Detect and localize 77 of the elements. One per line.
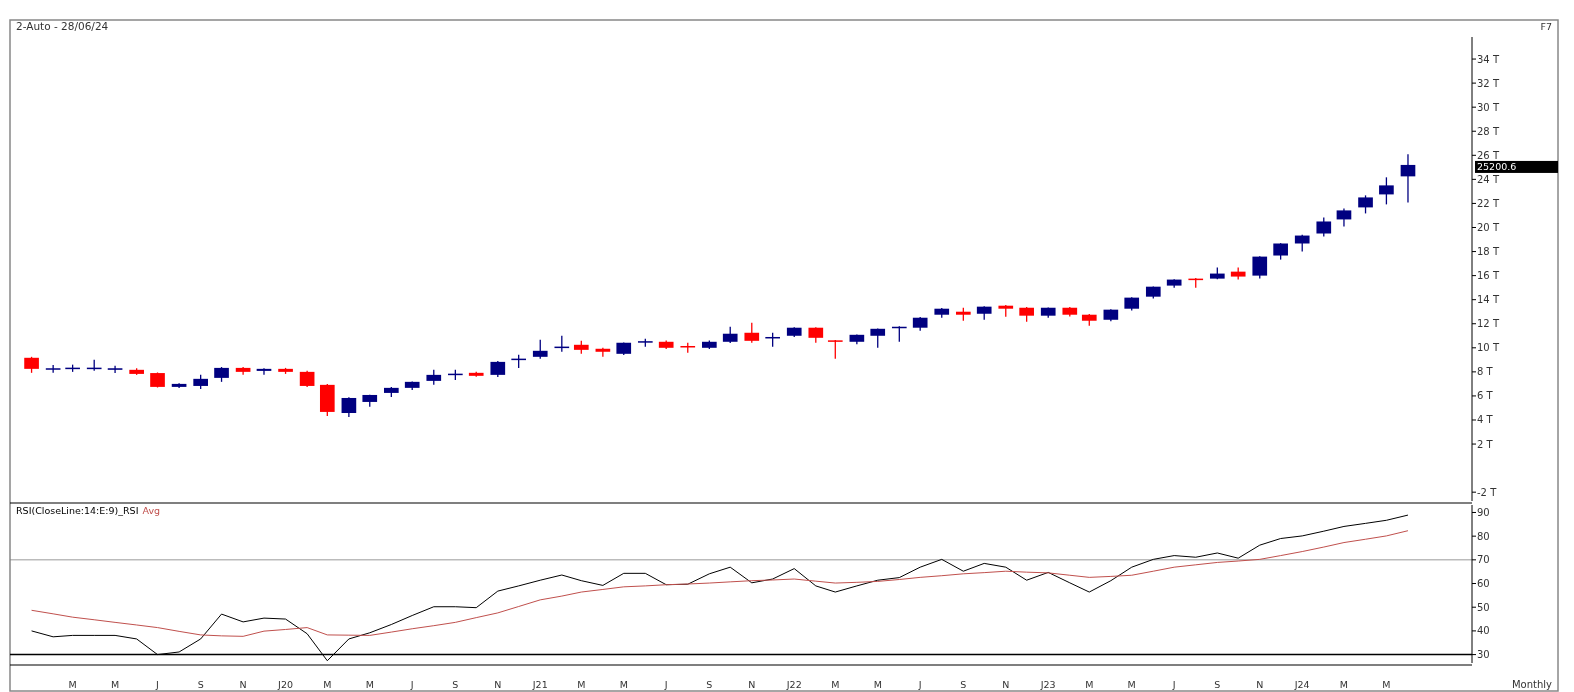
candlestick: [1336, 207, 1352, 228]
x-tick-label: J: [409, 679, 414, 690]
text: RSI(CloseLine:14:E:9)_RSI: [16, 505, 139, 516]
text: F7: [1540, 21, 1552, 32]
x-tick-label: M: [323, 679, 332, 690]
x-tick-label: N: [1256, 679, 1264, 690]
y-tick-label: 90: [1477, 506, 1490, 518]
y-tick-label: 80: [1477, 530, 1490, 542]
x-tick-label: N: [748, 679, 756, 690]
x-tick-label: J24: [1293, 679, 1310, 690]
y-tick-label: 16 T: [1477, 270, 1500, 282]
x-tick-label: S: [452, 679, 459, 690]
candlestick: [341, 396, 357, 418]
x-tick-label: N: [1002, 679, 1010, 690]
x-tick-label: J23: [1039, 679, 1056, 690]
x-tick-label: N: [239, 679, 247, 690]
x-tick-label: J: [917, 679, 922, 690]
y-tick-label: 4 T: [1477, 414, 1494, 426]
y-tick-label: 8 T: [1477, 366, 1494, 378]
y-tick-label: 6 T: [1477, 390, 1494, 402]
y-tick-label: -2 T: [1477, 486, 1498, 498]
x-tick-label: J: [155, 679, 159, 690]
candlestick: [1400, 153, 1416, 204]
candlestick: [256, 367, 272, 376]
x-tick-label: J: [663, 679, 668, 690]
y-tick-label: 10 T: [1477, 342, 1500, 354]
x-tick-label: S: [960, 679, 967, 690]
x-tick-label: M: [68, 679, 77, 690]
candlestick: [1379, 176, 1394, 206]
x-tick-label: M: [1085, 679, 1094, 690]
y-tick-label: 30: [1477, 649, 1490, 661]
y-tick-label: 32 T: [1477, 77, 1500, 89]
x-tick-label: N: [494, 679, 502, 690]
y-tick-label: 60: [1477, 578, 1490, 590]
text: 25200.6: [1477, 161, 1517, 173]
x-tick-label: M: [831, 679, 840, 690]
x-tick-label: J22: [785, 679, 802, 690]
x-tick-label: S: [1214, 679, 1221, 690]
y-tick-label: 14 T: [1477, 294, 1500, 306]
candlestick: [107, 365, 123, 374]
y-tick-label: 22 T: [1477, 197, 1500, 209]
x-tick-label: S: [197, 679, 204, 690]
x-tick-label: M: [577, 679, 586, 690]
line-series: [31, 530, 1409, 637]
y-tick-label: 2 T: [1477, 438, 1494, 450]
x-tick-label: M: [365, 679, 374, 690]
x-tick-label: J21: [531, 679, 548, 690]
y-tick-label: 20 T: [1477, 221, 1500, 233]
x-tick-label: M: [110, 679, 120, 690]
y-tick-label: 28 T: [1477, 125, 1500, 137]
y-tick-label: 40: [1477, 625, 1490, 637]
x-tick-label: J20: [277, 679, 294, 690]
candlestick: [1358, 194, 1373, 215]
chart-title: 2-Auto - 28/06/24: [16, 20, 109, 32]
candlestick: [1316, 216, 1332, 238]
y-tick-label: 50: [1477, 601, 1490, 613]
x-tick-label: J: [1171, 679, 1176, 690]
x-tick-label: S: [706, 679, 713, 690]
text: Monthly: [1511, 679, 1553, 690]
candlestick: [595, 347, 611, 358]
x-tick-label: M: [1382, 679, 1391, 690]
x-tick-label: M: [1339, 679, 1349, 690]
y-tick-label: 70: [1477, 554, 1490, 566]
candlestick: [744, 322, 760, 344]
x-tick-label: M: [873, 679, 882, 690]
text: Avg: [142, 505, 161, 516]
y-tick-label: 34 T: [1477, 53, 1500, 65]
candlestick: [45, 364, 61, 374]
x-tick-label: M: [1127, 679, 1136, 690]
y-tick-label: 18 T: [1477, 246, 1500, 258]
x-tick-label: M: [619, 679, 628, 690]
candlestick: [532, 339, 548, 360]
y-tick-label: 24 T: [1477, 173, 1500, 185]
y-tick-label: 12 T: [1477, 318, 1500, 330]
candlestick: [1252, 255, 1268, 280]
y-tick-label: 26 T: [1477, 149, 1500, 161]
y-tick-label: 30 T: [1477, 101, 1500, 113]
